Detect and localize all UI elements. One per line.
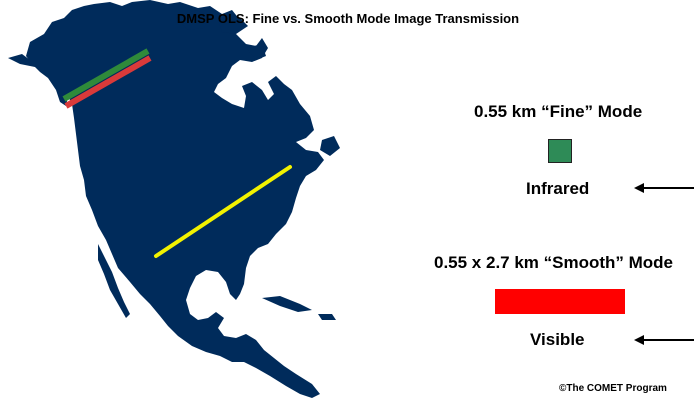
diagram-title: DMSP OLS: Fine vs. Smooth Mode Image Tra… — [0, 11, 700, 26]
baja-california — [98, 244, 130, 318]
copyright-notice: ©The COMET Program — [559, 383, 667, 394]
infrared-label: Infrared — [526, 179, 590, 198]
fine-mode-swatch — [548, 139, 572, 163]
north-america-landmass — [26, 0, 324, 398]
fine-mode-heading: 0.55 km “Fine” Mode — [474, 102, 643, 121]
visible-label: Visible — [530, 330, 585, 349]
smooth-mode-swatch — [495, 289, 625, 314]
newfoundland — [320, 136, 340, 156]
fine-mode-swath-red — [64, 55, 152, 109]
left-arrow-icon — [634, 183, 694, 193]
left-arrow-icon — [634, 335, 694, 345]
arctic-islands — [176, 10, 266, 60]
diagram-title-text: DMSP OLS: Fine vs. Smooth Mode Image Tra… — [176, 11, 520, 26]
fine-mode-swath-green — [62, 48, 150, 102]
smooth-mode-swath — [154, 165, 292, 258]
smooth-mode-heading: 0.55 x 2.7 km “Smooth” Mode — [434, 253, 674, 272]
caribbean-islands — [262, 296, 336, 320]
